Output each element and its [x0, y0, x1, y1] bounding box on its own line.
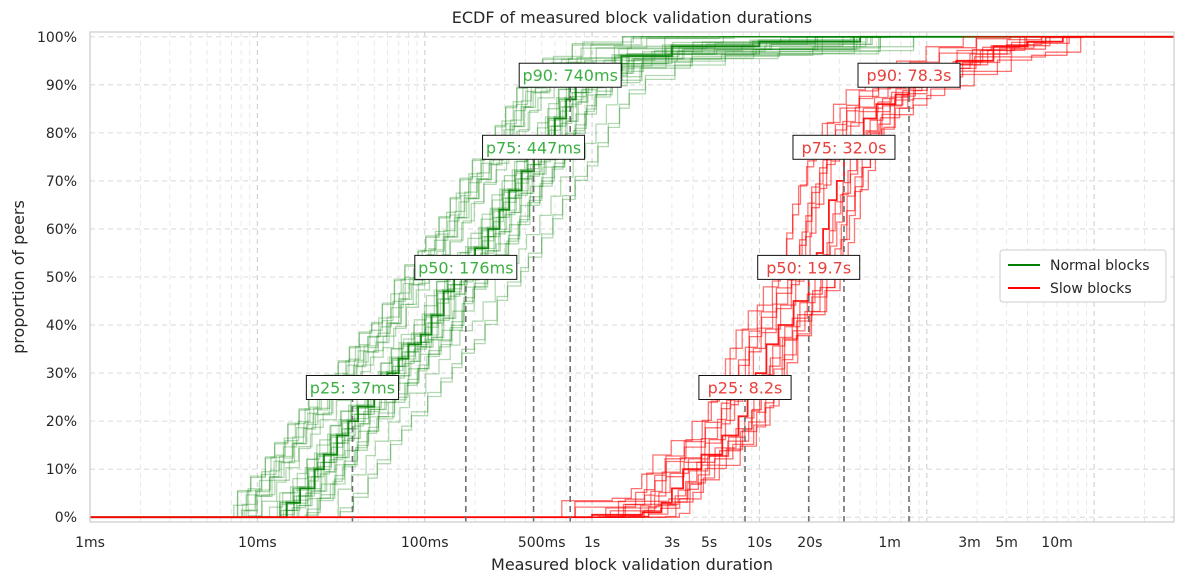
- peer-curve: [90, 36, 1174, 518]
- percentile-label: p90: 740ms: [518, 62, 622, 88]
- x-tick-label: 10m: [1041, 535, 1072, 551]
- x-tick-label: 3s: [664, 535, 680, 551]
- percentile-label-box: [792, 134, 896, 160]
- peer-curve: [90, 36, 1174, 518]
- percentile-label-box: [305, 374, 400, 400]
- legend-box: [999, 249, 1167, 303]
- percentile-label: p75: 32.0s: [792, 134, 896, 160]
- y-tick-label: 0%: [55, 510, 77, 526]
- percentile-label-text: p90: 78.3s: [867, 66, 952, 85]
- peer-curve: [95, 36, 1174, 518]
- x-tick-label: 100ms: [401, 535, 449, 551]
- percentile-label-text: p75: 447ms: [486, 138, 581, 157]
- peer-curve: [110, 36, 1174, 518]
- x-tick-label: 5m: [995, 535, 1018, 551]
- percentile-label-text: p75: 32.0s: [801, 138, 886, 157]
- x-tick-label: 1ms: [75, 535, 105, 551]
- y-tick-label: 40%: [46, 318, 77, 334]
- percentile-label-box: [518, 62, 622, 88]
- percentile-label: p75: 447ms: [482, 134, 586, 160]
- percentile-label: p50: 19.7s: [757, 254, 861, 280]
- y-tick-label: 90%: [46, 78, 77, 94]
- x-tick-label: 10ms: [238, 535, 277, 551]
- x-axis-ticks: 1ms 10ms 100ms 500ms 1s 3s 5s 10s 20s 1m 3m 5m 10m: [75, 535, 1073, 551]
- x-tick-label: 1m: [878, 535, 901, 551]
- y-axis-ticks: 0% 10% 20% 30% 40% 50% 60% 70% 80% 90% 100%: [37, 30, 77, 526]
- y-tick-label: 100%: [37, 30, 77, 46]
- x-tick-label: 20s: [797, 535, 822, 551]
- y-tick-label: 10%: [46, 462, 77, 478]
- percentile-label-text: p90: 740ms: [522, 66, 617, 85]
- x-tick-label: 5s: [701, 535, 717, 551]
- peer-curve: [90, 36, 1174, 518]
- y-tick-label: 30%: [46, 366, 77, 382]
- percentile-label-text: p25: 8.2s: [708, 378, 783, 397]
- x-tick-label: 500ms: [518, 535, 566, 551]
- percentile-label: p25: 8.2s: [698, 374, 792, 400]
- y-tick-label: 60%: [46, 222, 77, 238]
- x-tick-label: 1s: [584, 535, 600, 551]
- x-tick-label: 10s: [747, 535, 772, 551]
- percentile-label: p25: 37ms: [305, 374, 400, 400]
- peer-curve: [90, 36, 1174, 518]
- x-axis-label: Measured block validation duration: [491, 555, 773, 574]
- percentile-label: p50: 176ms: [414, 254, 518, 280]
- percentile-annotations: p25: 37ms p50: 176ms p75: 447ms p90: 740ms p…: [305, 62, 961, 400]
- legend-label-normal: Normal blocks: [1050, 258, 1150, 274]
- percentile-label-box: [757, 254, 861, 280]
- percentile-label: p90: 78.3s: [857, 62, 961, 88]
- peer-curve: [108, 36, 1174, 518]
- y-tick-label: 70%: [46, 174, 77, 190]
- percentile-label-box: [414, 254, 518, 280]
- chart-title: ECDF of measured block validation durati…: [452, 8, 812, 27]
- percentile-label-text: p50: 176ms: [418, 258, 513, 277]
- y-tick-label: 50%: [46, 270, 77, 286]
- peer-curve: [143, 36, 1174, 518]
- peer-curve: [90, 36, 1174, 518]
- plot-frame: [89, 31, 1175, 523]
- legend: Normal blocks Slow blocks: [999, 249, 1167, 303]
- peer-curve: [90, 36, 1174, 518]
- percentile-label-text: p25: 37ms: [310, 378, 395, 397]
- percentile-label-box: [857, 62, 961, 88]
- peer-curve: [110, 36, 1174, 518]
- percentile-label-text: p50: 19.7s: [766, 258, 851, 277]
- peer-curve: [143, 36, 1174, 518]
- legend-label-slow: Slow blocks: [1050, 281, 1132, 297]
- x-tick-label: 3m: [958, 535, 981, 551]
- y-axis-label: proportion of peers: [9, 200, 28, 354]
- peer-curve: [90, 36, 1174, 518]
- y-tick-label: 80%: [46, 126, 77, 142]
- percentile-label-box: [698, 374, 792, 400]
- percentile-label-box: [482, 134, 586, 160]
- y-tick-label: 20%: [46, 414, 77, 430]
